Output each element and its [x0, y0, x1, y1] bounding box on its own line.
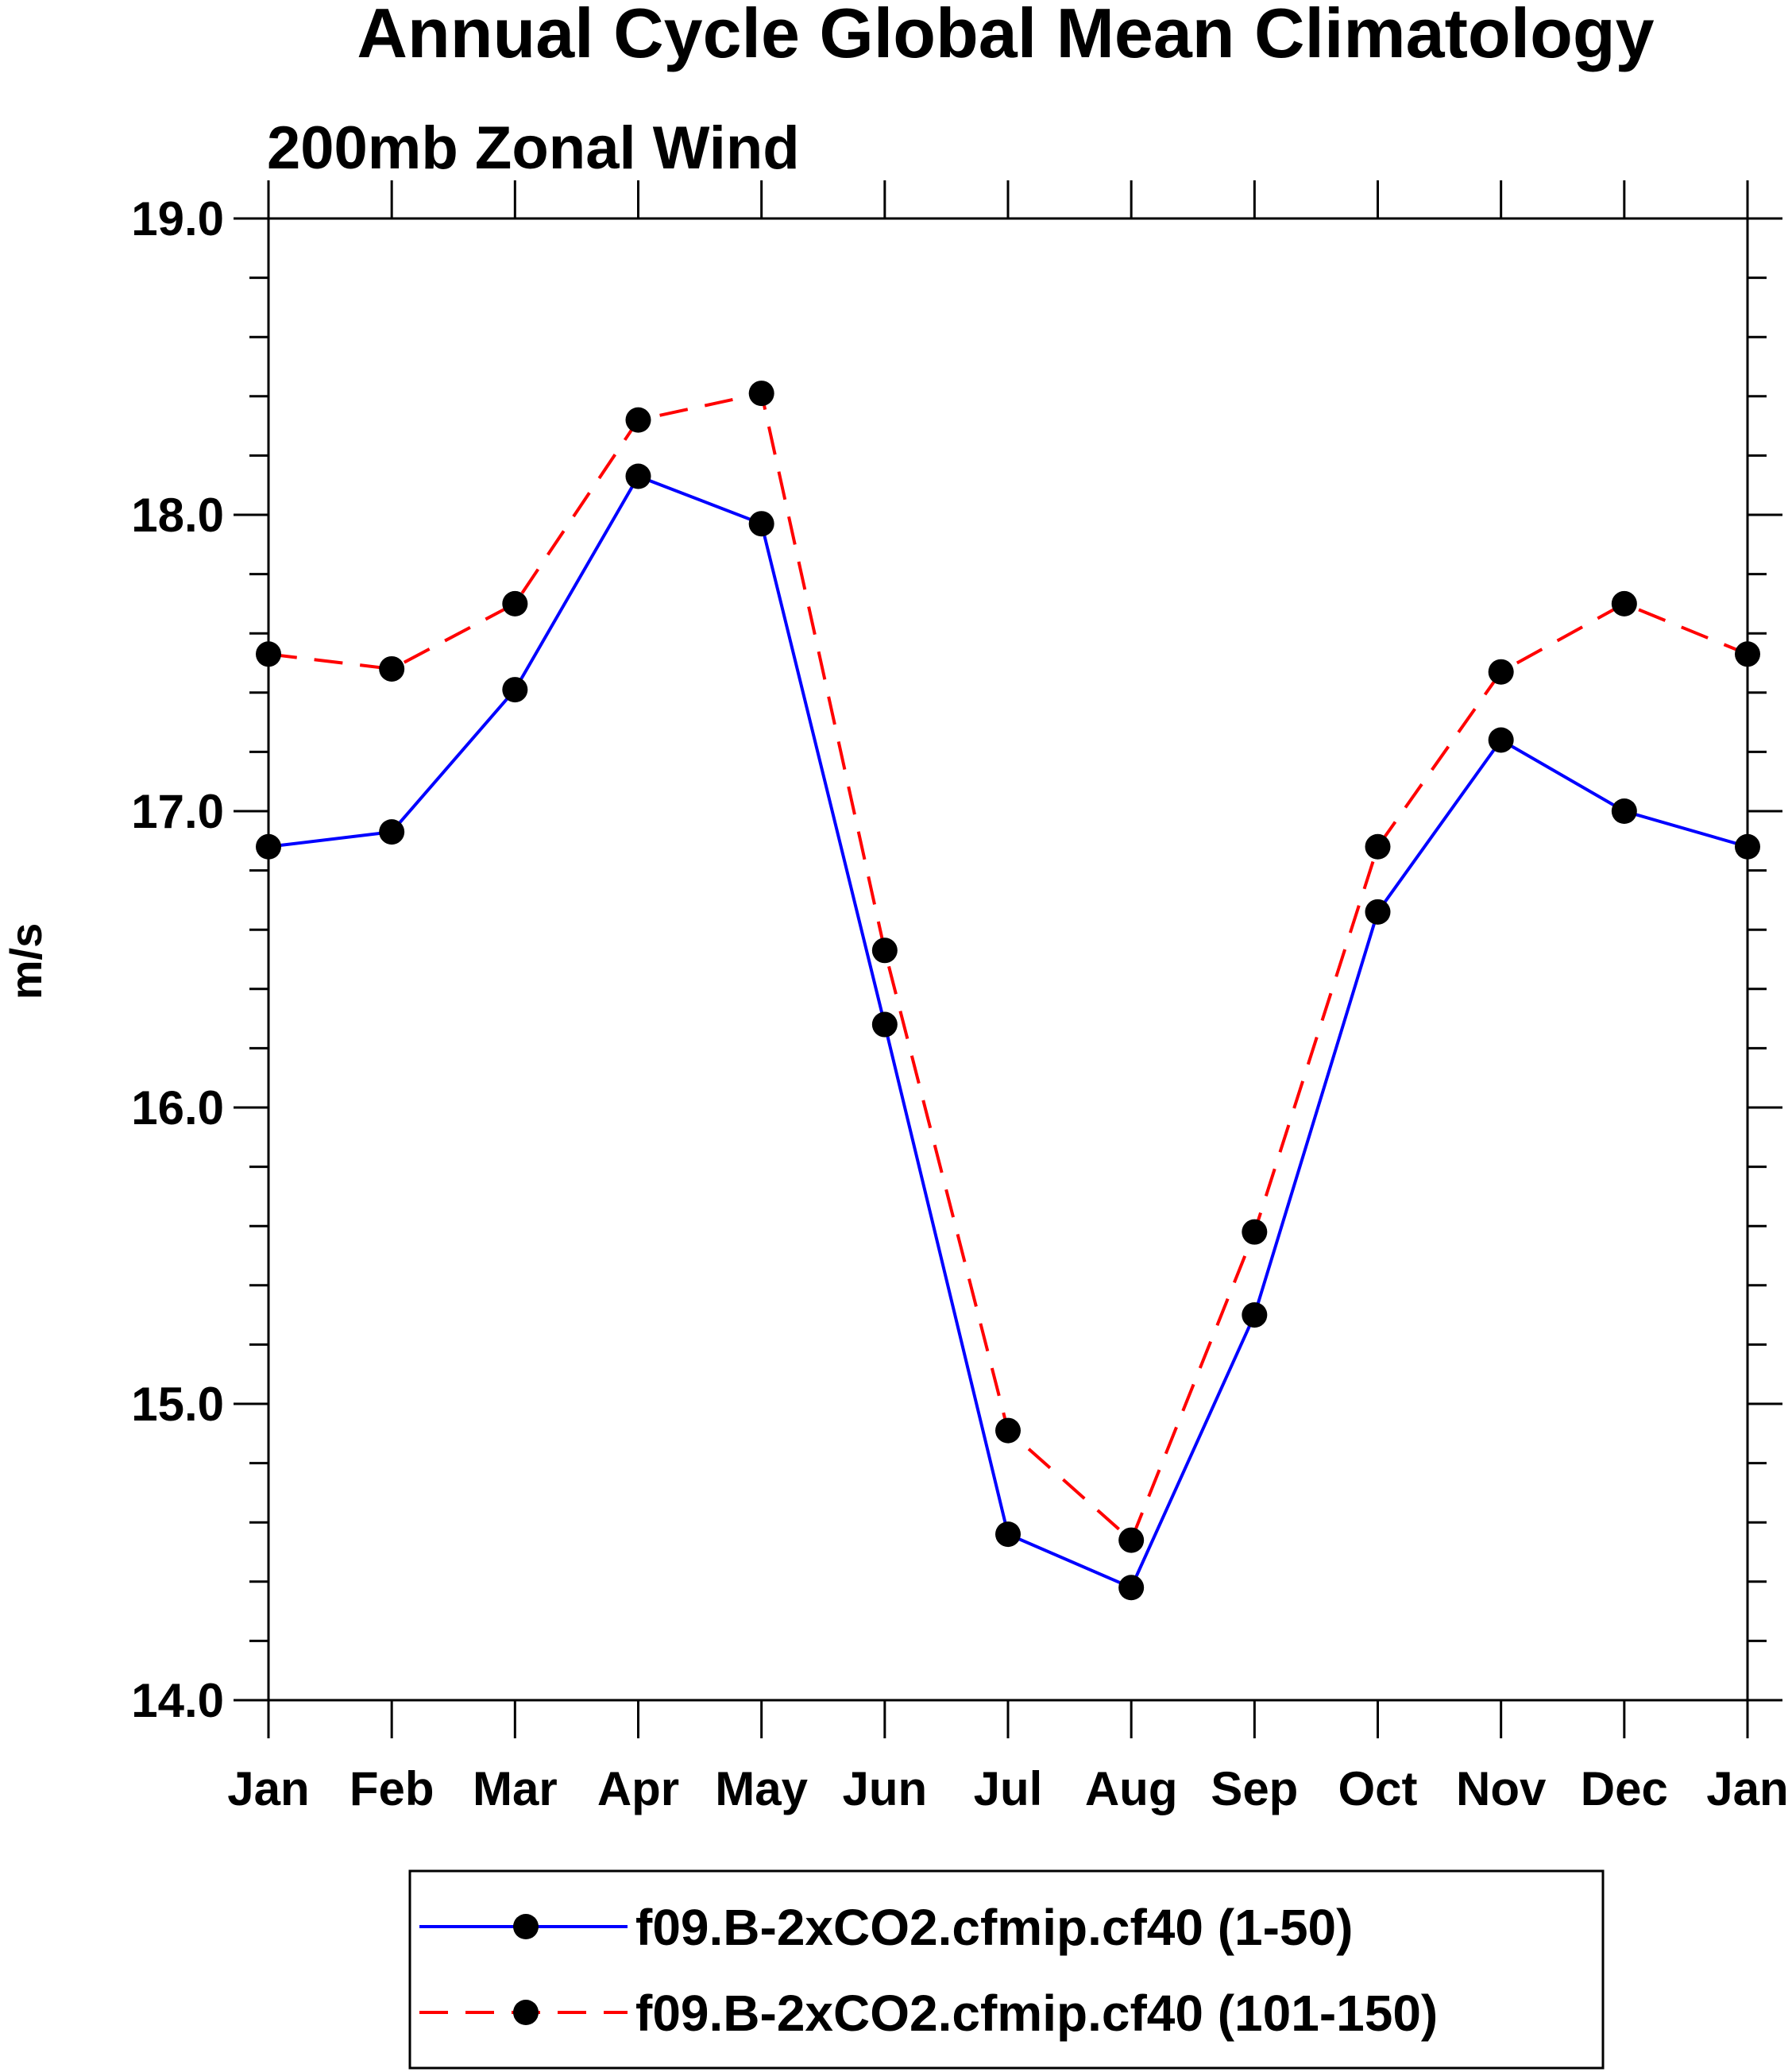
- series-1-point: [502, 677, 528, 703]
- x-tick-label: Jan: [227, 1762, 309, 1815]
- y-tick-label: 17.0: [131, 785, 224, 838]
- series-2-point: [625, 407, 651, 433]
- series-1-point: [1735, 833, 1760, 860]
- series-2-point: [1242, 1219, 1268, 1245]
- plot-frame: [267, 217, 1749, 1702]
- axes: 14.0 15.0 16.0 17.0 18.0 19.0 Jan Feb Mar Apr May J…: [131, 180, 1789, 1815]
- x-tick-label: Feb: [350, 1762, 434, 1815]
- x-tick-label: May: [715, 1762, 808, 1815]
- y-tick-label: 14.0: [131, 1674, 224, 1727]
- x-tick-label: Apr: [597, 1762, 679, 1815]
- legend-label-1: f09.B-2xCO2.cfmip.cf40 (1-50): [635, 1899, 1353, 1956]
- series-1-point: [1365, 899, 1391, 925]
- y-tick-label: 16.0: [131, 1081, 224, 1135]
- series-2-point: [256, 641, 281, 667]
- legend-marker-2: [513, 2000, 539, 2025]
- x-tick-label: Jul: [974, 1762, 1043, 1815]
- series-2-point: [1735, 641, 1760, 667]
- series-1-point: [995, 1521, 1021, 1548]
- series-1-point: [1488, 727, 1514, 753]
- series-2-point: [871, 937, 898, 964]
- chart-title: Annual Cycle Global Mean Climatology: [357, 0, 1654, 72]
- x-tick-label: Dec: [1581, 1762, 1668, 1815]
- series-1-point: [625, 463, 651, 489]
- y-tick-label: 18.0: [131, 489, 224, 542]
- series-1-point: [1611, 798, 1637, 824]
- series-2-point: [1488, 659, 1514, 685]
- series-1-point: [748, 511, 774, 537]
- chart-subtitle: 200mb Zonal Wind: [267, 114, 800, 182]
- x-tick-label: Jun: [842, 1762, 927, 1815]
- x-tick-label: Mar: [473, 1762, 558, 1815]
- series-layer: [256, 381, 1760, 1601]
- series-2-point: [1365, 833, 1391, 860]
- series-2-point: [379, 655, 405, 682]
- series-2-point: [502, 590, 528, 617]
- legend-label-2: f09.B-2xCO2.cfmip.cf40 (101-150): [635, 1985, 1438, 2042]
- legend: f09.B-2xCO2.cfmip.cf40 (1-50) f09.B-2xCO2…: [408, 1869, 1605, 2070]
- x-tick-label: Aug: [1085, 1762, 1178, 1815]
- y-tick-label: 15.0: [131, 1378, 224, 1431]
- series-2-point: [1611, 590, 1637, 617]
- series-2-point: [995, 1417, 1021, 1444]
- legend-box: [408, 1869, 1605, 2070]
- x-tick-label: Nov: [1456, 1762, 1547, 1815]
- series-2-point: [1118, 1527, 1145, 1553]
- series-1-point: [1242, 1302, 1268, 1328]
- y-tick-label: 19.0: [131, 192, 224, 245]
- series-1-point: [379, 819, 405, 845]
- series-1-point: [1118, 1575, 1145, 1601]
- legend-entries: f09.B-2xCO2.cfmip.cf40 (1-50) f09.B-2xCO2…: [419, 1899, 1438, 2042]
- series-1-point: [871, 1011, 898, 1038]
- series-1-point: [256, 833, 281, 860]
- x-tick-label: Oct: [1338, 1762, 1417, 1815]
- series-2-point: [748, 381, 774, 407]
- x-tick-label: Jan: [1706, 1762, 1788, 1815]
- x-tick-label: Sep: [1211, 1762, 1298, 1815]
- y-axis-label: m/s: [1, 923, 51, 1000]
- legend-marker-1: [513, 1914, 539, 1939]
- series-line-2: [268, 391, 1748, 1543]
